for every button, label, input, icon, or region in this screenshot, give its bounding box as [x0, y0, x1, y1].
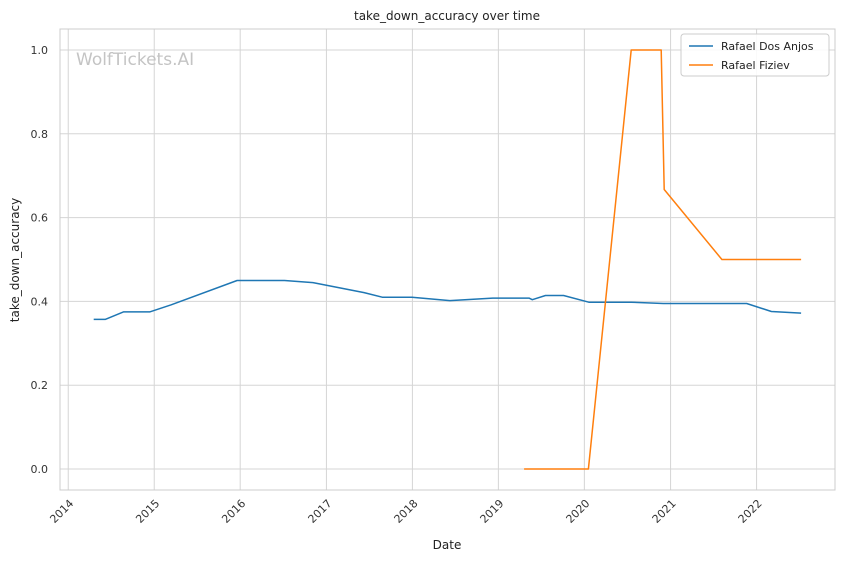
- y-tick-label: 0.4: [31, 295, 49, 308]
- y-tick-label: 1.0: [31, 44, 49, 57]
- watermark: WolfTickets.AI: [76, 50, 194, 70]
- y-axis-ticks: 0.0 0.2 0.4 0.6 0.8 1.0: [31, 44, 49, 476]
- y-tick-label: 0.0: [31, 463, 49, 476]
- grid: [60, 29, 835, 490]
- y-tick-label: 0.6: [31, 212, 49, 225]
- legend-label: Rafael Fiziev: [721, 59, 790, 72]
- x-axis-title: Date: [433, 538, 462, 552]
- plot-frame: [59, 28, 836, 491]
- series-line-rafael-dos-anjos: [93, 279, 802, 321]
- legend-label: Rafael Dos Anjos: [721, 40, 814, 53]
- legend-box: [680, 33, 830, 77]
- y-axis-title: take_down_accuracy: [8, 198, 22, 322]
- y-tick-label: 0.2: [31, 379, 49, 392]
- series-line-rafael-fiziev: [524, 49, 802, 470]
- legend: Rafael Dos Anjos Rafael Fiziev: [680, 33, 830, 77]
- chart-title: take_down_accuracy over time: [354, 9, 540, 23]
- y-tick-label: 0.8: [31, 128, 49, 141]
- series-layer: [93, 49, 802, 470]
